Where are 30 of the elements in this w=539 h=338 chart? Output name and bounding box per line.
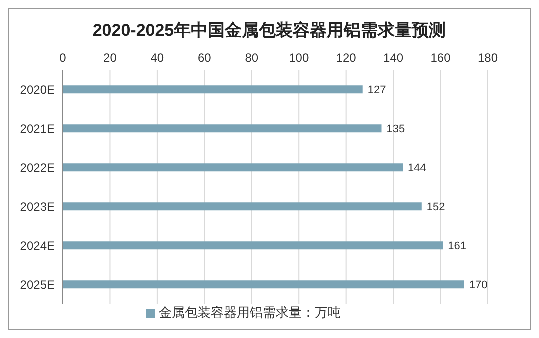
bar: [63, 280, 464, 289]
bar: [63, 242, 444, 250]
data-label: 144: [408, 162, 426, 175]
x-tick-label: 140: [384, 51, 404, 65]
data-label: 161: [448, 240, 466, 253]
bar: [63, 124, 382, 133]
data-label: 152: [426, 202, 446, 214]
data-label: 127: [368, 84, 386, 97]
chart-title: 2020-2025年中国金属包装容器用铝需求量预测: [92, 20, 448, 42]
bar: [63, 164, 403, 172]
x-tick-label: 20: [104, 51, 118, 65]
y-tick-label: 2022E: [20, 160, 55, 175]
x-tick-label: 160: [430, 51, 452, 65]
x-tick-label: 0: [60, 51, 67, 65]
y-tick-label: 2020E: [20, 82, 55, 97]
y-tick-label: 2021E: [20, 122, 55, 136]
x-tick-label: 40: [150, 51, 164, 65]
y-tick-label: 2025E: [20, 278, 55, 292]
x-tick-label: 120: [336, 51, 357, 65]
x-tick-label: 60: [198, 51, 212, 65]
y-tick-label: 2024E: [20, 238, 55, 253]
x-tick-label: 180: [478, 51, 498, 65]
x-tick-label: 100: [289, 51, 310, 65]
x-tick-label: 80: [245, 51, 259, 65]
bar: [63, 86, 363, 94]
data-label: 170: [469, 280, 488, 292]
legend-label: 金属包装容器用铝需求量：万吨: [159, 305, 341, 320]
bar: [63, 202, 422, 211]
y-tick-label: 2023E: [20, 200, 55, 214]
data-label: 135: [386, 124, 406, 136]
